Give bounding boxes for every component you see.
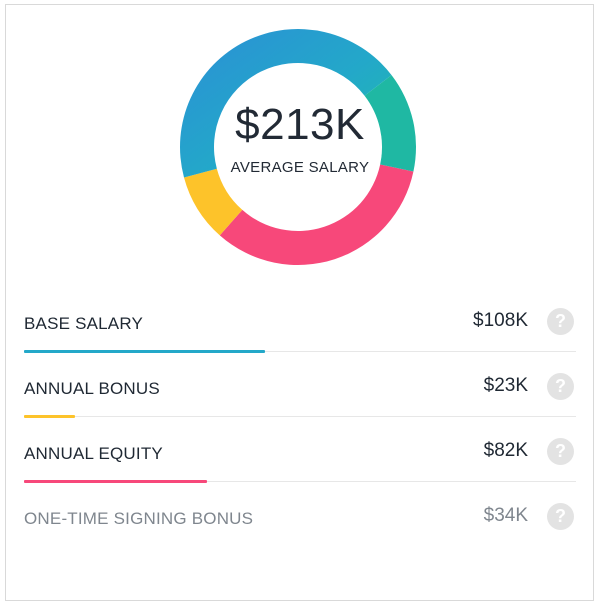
donut-center: $213K AVERAGE SALARY [190, 100, 410, 178]
breakdown-row-signing-bonus: ONE-TIME SIGNING BONUS $34K ? [0, 483, 600, 547]
annual-bonus-bar [24, 415, 75, 418]
help-circle-icon[interactable]: ? [547, 438, 574, 465]
signing-bonus-label: ONE-TIME SIGNING BONUS [24, 509, 254, 528]
annual-bonus-label: ANNUAL BONUS [24, 379, 160, 398]
annual-bonus-value: $23K [483, 375, 528, 396]
annual-equity-value: $82K [483, 440, 528, 461]
help-circle-icon[interactable]: ? [547, 373, 574, 400]
average-salary-label: AVERAGE SALARY [230, 159, 370, 176]
help-circle-icon[interactable]: ? [547, 308, 574, 335]
donut-segment-base-salary [180, 29, 392, 178]
salary-card [5, 4, 594, 601]
donut-segment-annual-equity [219, 164, 414, 265]
signing-bonus-value: $34K [483, 505, 528, 526]
breakdown-row-annual-equity: ANNUAL EQUITY $82K ? [0, 418, 600, 483]
base-salary-label: BASE SALARY [24, 314, 144, 333]
help-circle-icon[interactable]: ? [547, 503, 574, 530]
donut-segment-annual-bonus [184, 168, 243, 236]
annual-equity-bar [24, 480, 207, 483]
breakdown-row-base-salary: BASE SALARY $108K ? [0, 288, 600, 353]
donut-svg [180, 29, 417, 265]
row-divider [24, 351, 576, 352]
salary-donut-chart: $213K AVERAGE SALARY [0, 0, 600, 290]
donut-segment-signing-bonus [364, 75, 417, 172]
breakdown-row-annual-bonus: ANNUAL BONUS $23K ? [0, 353, 600, 418]
base-salary-value: $108K [473, 310, 528, 331]
annual-equity-label: ANNUAL EQUITY [24, 444, 163, 463]
row-divider [24, 416, 576, 417]
row-divider [24, 481, 576, 482]
base-salary-bar [24, 350, 265, 353]
average-salary-value: $213K [235, 100, 365, 149]
